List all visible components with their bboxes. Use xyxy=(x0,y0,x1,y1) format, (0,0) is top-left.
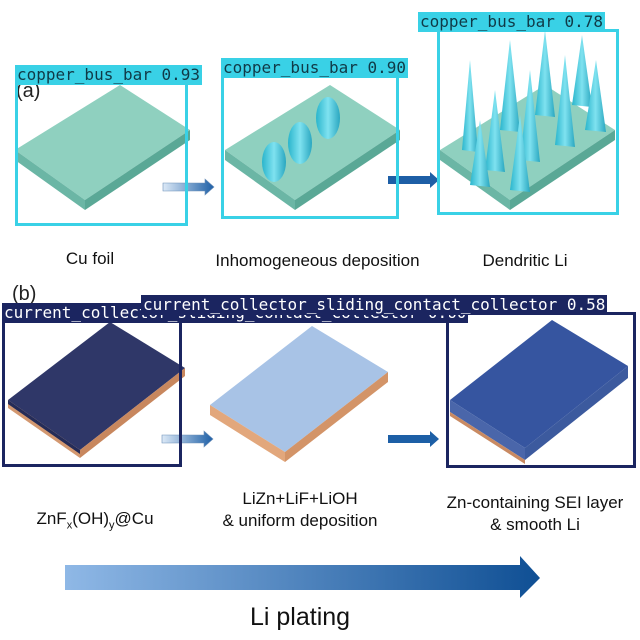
caption-inhomogeneous: Inhomogeneous deposition xyxy=(215,251,420,270)
caption-cu-foil: Cu foil xyxy=(65,249,115,268)
lizn-plate xyxy=(210,326,388,462)
detection-box-1: copper_bus_bar 0.93 xyxy=(15,65,203,226)
cu-foil-plate-1 xyxy=(15,85,190,210)
panel-b-label: (b) xyxy=(12,283,37,305)
detection-label-3: copper_bus_bar 0.78 xyxy=(418,12,606,32)
li-plating-arrow xyxy=(65,556,540,598)
detection-box-5: current_collector_sliding_contact_collec… xyxy=(141,295,636,468)
cu-foil-plate-2 xyxy=(225,85,400,210)
caption-lizn: LiZn+LiF+LiOH & uniform deposition xyxy=(222,489,378,530)
detection-label-2: copper_bus_bar 0.90 xyxy=(221,58,409,78)
cu-foil-plate-3 xyxy=(440,30,615,210)
arrow-a2 xyxy=(388,172,439,188)
detection-box-3: copper_bus_bar 0.78 xyxy=(418,12,619,215)
caption-sei: Zn-containing SEI layer & smooth Li xyxy=(446,493,624,534)
arrow-b2 xyxy=(388,431,439,447)
zn-plate xyxy=(8,322,185,458)
sei-plate xyxy=(450,320,628,464)
arrow-b1 xyxy=(161,430,214,448)
caption-znf: ZnFx(OH)y@Cu xyxy=(36,509,154,532)
detection-label-5: current_collector_sliding_contact_collec… xyxy=(141,295,608,315)
detection-label-1: copper_bus_bar 0.93 xyxy=(15,65,203,85)
detection-box-2: copper_bus_bar 0.90 xyxy=(221,58,409,219)
panel-a-label: (a) xyxy=(16,80,41,102)
caption-dendritic: Dendritic Li xyxy=(482,251,568,270)
arrow-a1 xyxy=(162,178,215,196)
detection-box-4: current_collector_sliding_contact_collec… xyxy=(2,303,469,467)
li-plating-title: Li plating xyxy=(250,603,351,631)
